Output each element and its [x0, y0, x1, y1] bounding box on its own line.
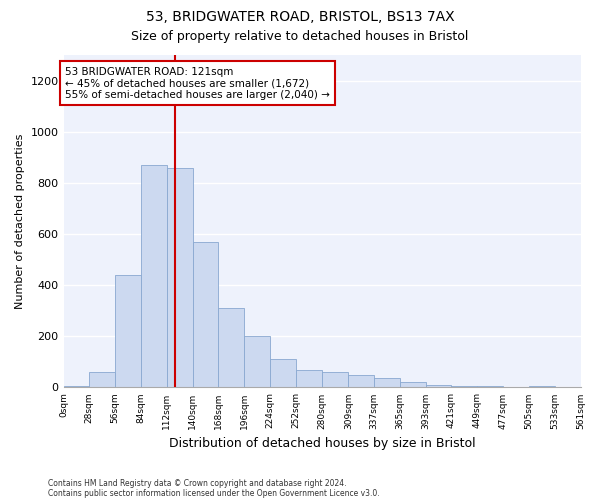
Text: Contains HM Land Registry data © Crown copyright and database right 2024.: Contains HM Land Registry data © Crown c…	[48, 478, 347, 488]
Text: Contains public sector information licensed under the Open Government Licence v3: Contains public sector information licen…	[48, 488, 380, 498]
Bar	[400, 382, 425, 388]
Bar	[89, 372, 115, 388]
Bar	[425, 385, 451, 388]
Bar	[141, 165, 167, 388]
Bar	[115, 275, 141, 388]
Bar	[167, 168, 193, 388]
Bar	[244, 336, 270, 388]
Bar	[270, 360, 296, 388]
Bar	[477, 386, 503, 388]
Bar	[529, 386, 554, 388]
Bar	[296, 370, 322, 388]
Bar	[322, 372, 348, 388]
Bar	[374, 378, 400, 388]
Bar	[218, 308, 244, 388]
X-axis label: Distribution of detached houses by size in Bristol: Distribution of detached houses by size …	[169, 437, 475, 450]
Text: 53 BRIDGWATER ROAD: 121sqm
← 45% of detached houses are smaller (1,672)
55% of s: 53 BRIDGWATER ROAD: 121sqm ← 45% of deta…	[65, 66, 330, 100]
Bar	[64, 386, 89, 388]
Bar	[451, 386, 477, 388]
Bar	[348, 374, 374, 388]
Text: Size of property relative to detached houses in Bristol: Size of property relative to detached ho…	[131, 30, 469, 43]
Y-axis label: Number of detached properties: Number of detached properties	[15, 134, 25, 309]
Bar	[193, 242, 218, 388]
Text: 53, BRIDGWATER ROAD, BRISTOL, BS13 7AX: 53, BRIDGWATER ROAD, BRISTOL, BS13 7AX	[146, 10, 454, 24]
